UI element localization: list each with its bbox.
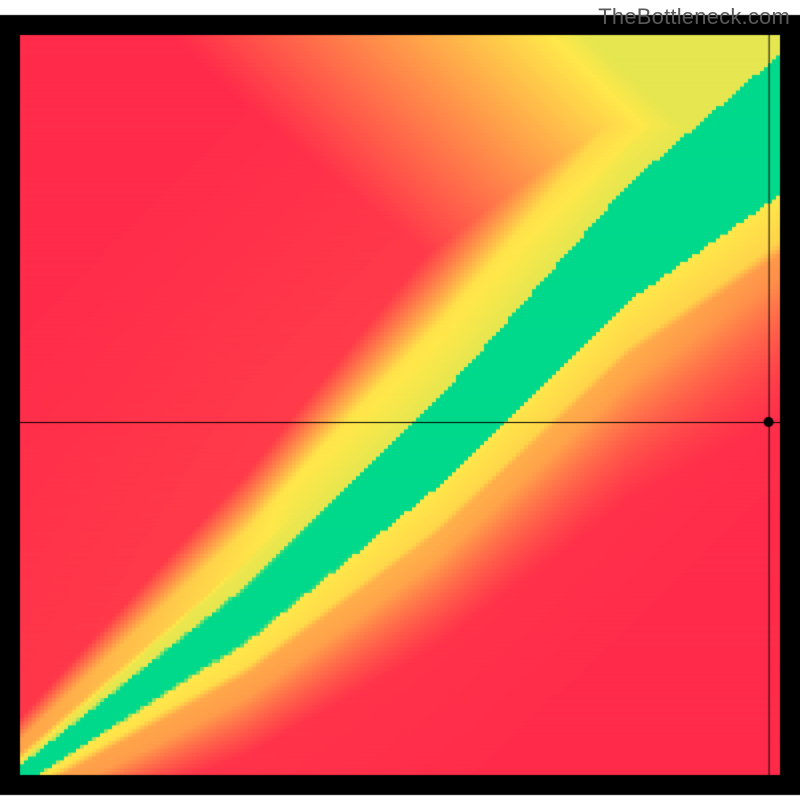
watermark-text: TheBottleneck.com xyxy=(598,4,790,30)
heatmap-canvas xyxy=(0,0,800,800)
chart-container: TheBottleneck.com xyxy=(0,0,800,800)
